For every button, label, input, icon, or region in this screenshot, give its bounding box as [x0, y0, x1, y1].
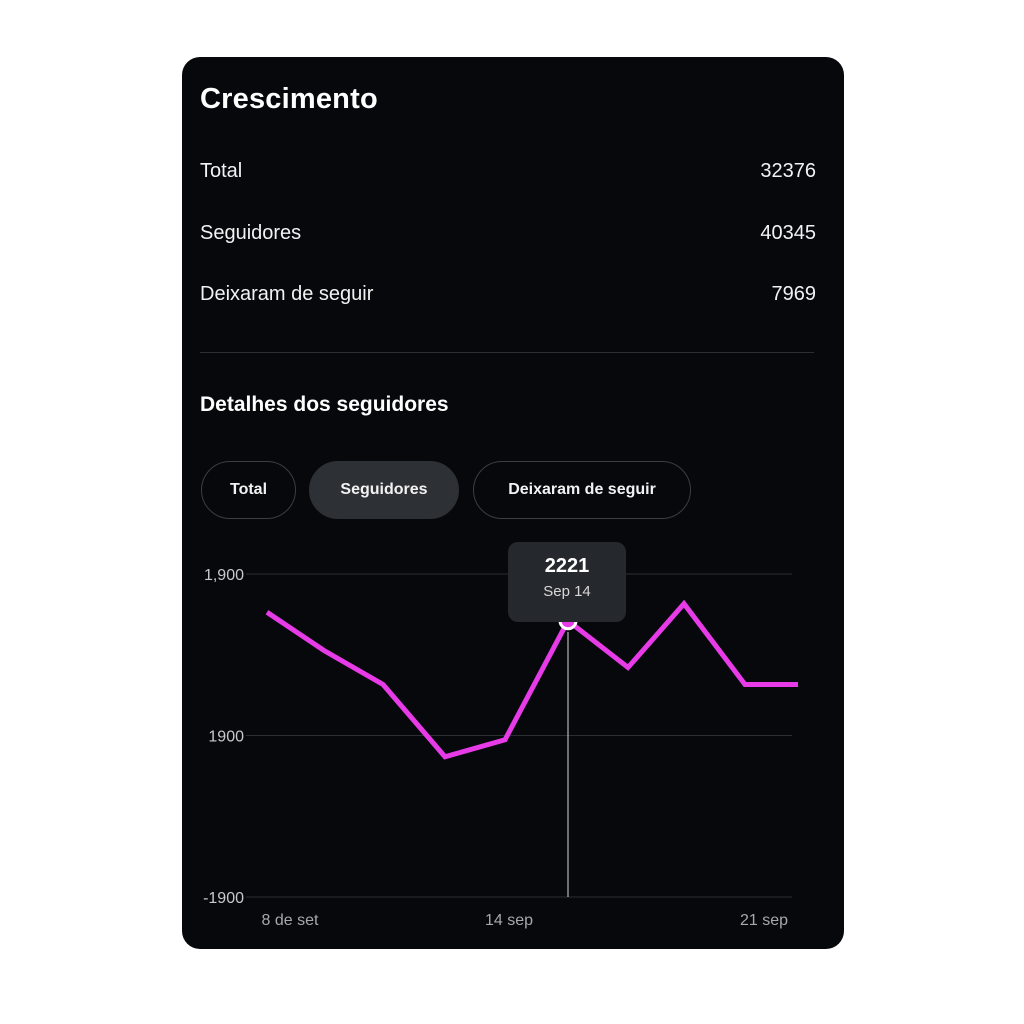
stat-value: 7969 — [771, 283, 817, 305]
tab-total[interactable]: Total — [201, 461, 296, 519]
tab-followers[interactable]: Seguidores — [309, 461, 459, 519]
chart-axis-labels: 1,900 1900 -1900 8 de set 14 sep 21 sep — [203, 567, 788, 929]
stat-row-total: Total 32376 — [200, 160, 816, 183]
x-tick-label: 21 sep — [740, 912, 788, 929]
chart-grid — [246, 573, 792, 898]
stat-row-unfollowed: Deixaram de seguir 7969 — [200, 283, 816, 306]
tooltip-date: Sep 14 — [543, 583, 591, 600]
card-title: Crescimento — [200, 83, 378, 115]
y-tick-label: 1,900 — [204, 567, 244, 584]
series-line-followers — [265, 599, 798, 760]
section-title: Detalhes dos seguidores — [200, 393, 449, 416]
tooltip-value: 2221 — [544, 555, 590, 577]
chart-tooltip: 2221 Sep 14 — [508, 542, 626, 622]
stat-row-followers: Seguidores 40345 — [200, 222, 816, 245]
stat-label: Total — [200, 160, 243, 182]
stat-label: Deixaram de seguir — [200, 283, 374, 305]
y-tick-label: -1900 — [203, 890, 244, 907]
stat-value: 40345 — [760, 222, 816, 244]
x-tick-label: 14 sep — [485, 912, 533, 929]
y-tick-label: 1900 — [208, 729, 244, 746]
followers-chart[interactable]: 1,900 1900 -1900 8 de set 14 sep 21 sep — [182, 57, 844, 949]
x-tick-label: 8 de set — [262, 912, 319, 929]
growth-card: Crescimento Total 32376 Seguidores 40345… — [182, 57, 844, 949]
divider — [200, 352, 814, 353]
stat-value: 32376 — [760, 160, 816, 182]
tab-unfollowed[interactable]: Deixaram de seguir — [473, 461, 691, 519]
stat-label: Seguidores — [200, 222, 302, 244]
